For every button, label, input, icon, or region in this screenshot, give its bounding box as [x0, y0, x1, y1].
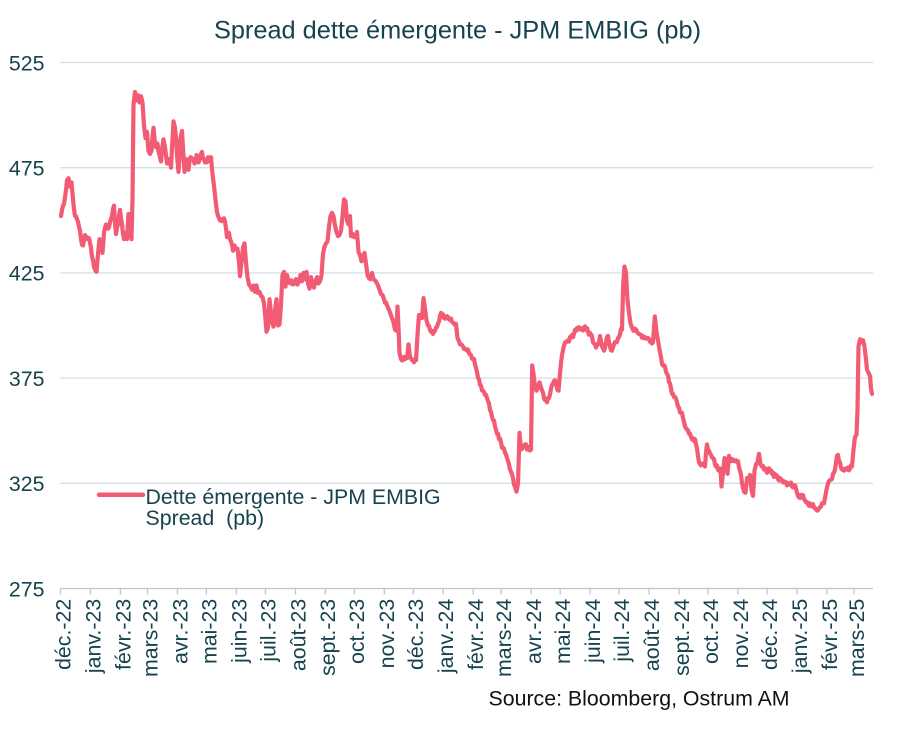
svg-text:525: 525 — [9, 51, 45, 75]
svg-text:mars-24: mars-24 — [492, 599, 516, 677]
svg-text:févr.-23: févr.-23 — [111, 599, 135, 670]
svg-text:juin-23: juin-23 — [227, 599, 251, 664]
svg-text:avr.-23: avr.-23 — [168, 599, 192, 664]
svg-text:Spread dette émergente - JPM E: Spread dette émergente - JPM EMBIG (pb) — [214, 17, 701, 45]
svg-text:oct.-24: oct.-24 — [699, 599, 723, 664]
svg-text:févr.-25: févr.-25 — [818, 599, 842, 670]
svg-text:475: 475 — [9, 157, 45, 181]
svg-text:déc.-24: déc.-24 — [758, 599, 782, 670]
svg-text:nov.-23: nov.-23 — [375, 599, 399, 669]
svg-text:Spread (pb): Spread (pb) — [146, 506, 265, 530]
svg-text:août-23: août-23 — [286, 599, 310, 671]
svg-text:oct.-23: oct.-23 — [345, 599, 369, 664]
svg-text:déc.-22: déc.-22 — [51, 599, 75, 670]
svg-text:Source: Bloomberg, Ostrum AM: Source: Bloomberg, Ostrum AM — [489, 686, 790, 710]
svg-text:325: 325 — [9, 472, 45, 496]
svg-text:sept.-24: sept.-24 — [670, 599, 694, 676]
svg-text:425: 425 — [9, 262, 45, 286]
svg-text:juin-24: juin-24 — [581, 599, 605, 664]
svg-text:juil.-24: juil.-24 — [610, 599, 634, 663]
svg-text:janv.-24: janv.-24 — [434, 599, 458, 674]
svg-text:juil.-23: juil.-23 — [256, 599, 280, 663]
svg-text:janv.-23: janv.-23 — [81, 599, 105, 674]
svg-text:mars-23: mars-23 — [138, 599, 162, 677]
svg-text:mai-24: mai-24 — [551, 599, 575, 664]
svg-text:janv.-25: janv.-25 — [788, 599, 812, 674]
svg-text:déc.-23: déc.-23 — [404, 599, 428, 670]
svg-text:mars-25: mars-25 — [845, 599, 869, 677]
svg-text:nov.-24: nov.-24 — [729, 599, 753, 669]
svg-text:275: 275 — [9, 577, 45, 601]
svg-text:févr.-24: févr.-24 — [464, 599, 488, 670]
svg-text:sept.-23: sept.-23 — [316, 599, 340, 676]
svg-text:avr.-24: avr.-24 — [522, 599, 546, 664]
svg-text:Dette émergente - JPM EMBIG: Dette émergente - JPM EMBIG — [146, 485, 441, 509]
svg-text:août-24: août-24 — [640, 599, 664, 671]
svg-text:375: 375 — [9, 367, 45, 391]
svg-text:mai-23: mai-23 — [197, 599, 221, 664]
